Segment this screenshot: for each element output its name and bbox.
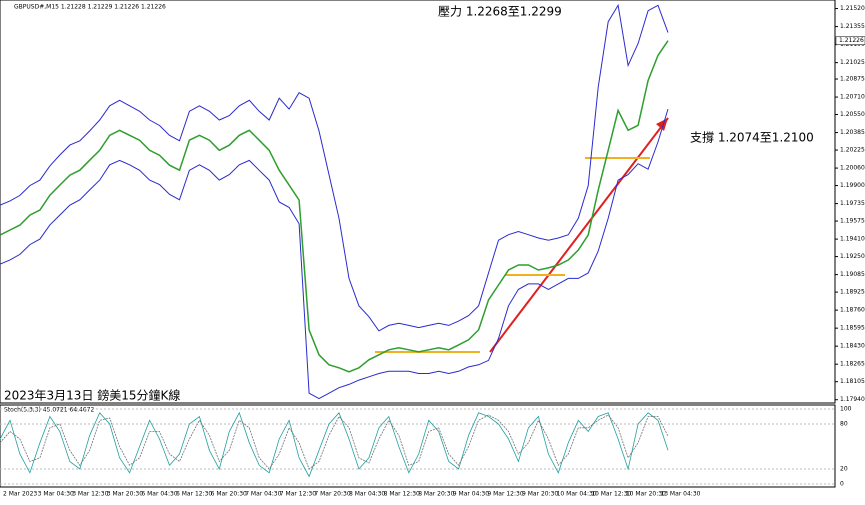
y-tick-label: 1.18105 — [840, 378, 865, 385]
stoch-tick-label: 80 — [840, 421, 848, 428]
y-tick-label: 1.21520 — [840, 5, 865, 12]
x-tick-label: 3 Mar 20:30 — [107, 491, 143, 498]
y-tick-label: 1.19085 — [840, 271, 865, 278]
series-line — [0, 40, 669, 373]
x-tick-label: 6 Mar 04:30 — [141, 491, 177, 498]
y-tick-label: 1.20060 — [840, 165, 865, 172]
arrow-head — [656, 118, 668, 131]
x-tick-label: 9 Mar 04:30 — [453, 491, 489, 498]
y-tick-label: 1.18760 — [840, 307, 865, 314]
x-tick-label: 3 Mar 12:30 — [72, 491, 108, 498]
y-tick-label: 1.20550 — [840, 111, 865, 118]
series-line — [0, 3, 669, 332]
y-tick-label: 1.18925 — [840, 289, 865, 296]
stoch-tick-label: 20 — [840, 466, 848, 473]
stoch-tick-label: 0 — [840, 481, 844, 488]
y-tick-label: 1.17940 — [840, 396, 865, 403]
y-tick-label: 1.21025 — [840, 59, 865, 66]
y-tick-label: 1.18265 — [840, 361, 865, 368]
caption: 2023年3月13日 鎊美15分鐘K線 — [4, 388, 180, 403]
y-tick-label: 1.19900 — [840, 182, 865, 189]
header: GBPUSD#,M15 1.21228 1.21229 1.21226 1.21… — [14, 4, 166, 11]
x-tick-label: 9 Mar 12:30 — [487, 491, 523, 498]
x-tick-label: 7 Mar 20:30 — [314, 491, 350, 498]
y-tick-label: 1.19250 — [840, 253, 865, 260]
y-tick-label: 1.20875 — [840, 76, 865, 83]
stoch-tick-label: 100 — [840, 406, 852, 413]
stoch-label: Stoch(5,3,3) 45.0721 64.4672 — [4, 407, 95, 414]
y-tick-label: 1.19575 — [840, 218, 865, 225]
y-tick-label: 1.18430 — [840, 343, 865, 350]
series-line — [0, 108, 669, 400]
x-tick-label: 9 Mar 20:30 — [522, 491, 558, 498]
x-tick-label: 10 Mar 12:30 — [591, 491, 631, 498]
price-panel — [0, 0, 836, 404]
y-tick-label: 1.20710 — [840, 94, 865, 101]
stoch-signal — [0, 414, 669, 470]
x-tick-label: 8 Mar 12:30 — [384, 491, 420, 498]
y-tick-label: 1.21355 — [840, 23, 865, 30]
support-note: 支撐 1.2074至1.2100 — [690, 131, 814, 145]
resistance-note: 壓力 1.2268至1.2299 — [438, 5, 562, 19]
x-tick-label: 3 Mar 04:30 — [38, 491, 74, 498]
x-tick-label: 6 Mar 20:30 — [211, 491, 247, 498]
y-tick-label: 1.20225 — [840, 147, 865, 154]
y-tick-label: 1.19410 — [840, 236, 865, 243]
stoch-panel — [0, 404, 836, 488]
x-tick-label: 8 Mar 04:30 — [349, 491, 385, 498]
x-tick-label: 7 Mar 04:30 — [245, 491, 281, 498]
x-tick-label: 10 Mar 20:30 — [626, 491, 666, 498]
x-tick-label: 13 Mar 04:30 — [660, 491, 700, 498]
y-tick-label: 1.19735 — [840, 200, 865, 207]
x-tick-label: 10 Mar 04:30 — [557, 491, 597, 498]
x-tick-label: 6 Mar 12:30 — [176, 491, 212, 498]
price-box-label: 1.21226 — [839, 37, 864, 44]
x-tick-label: 2 Mar 2023 — [3, 491, 37, 498]
y-tick-label: 1.18595 — [840, 325, 865, 332]
stoch-main — [0, 411, 669, 478]
x-tick-label: 7 Mar 12:30 — [280, 491, 316, 498]
x-tick-label: 8 Mar 20:30 — [418, 491, 454, 498]
price-box — [835, 36, 865, 45]
y-tick-label: 1.20385 — [840, 129, 865, 136]
